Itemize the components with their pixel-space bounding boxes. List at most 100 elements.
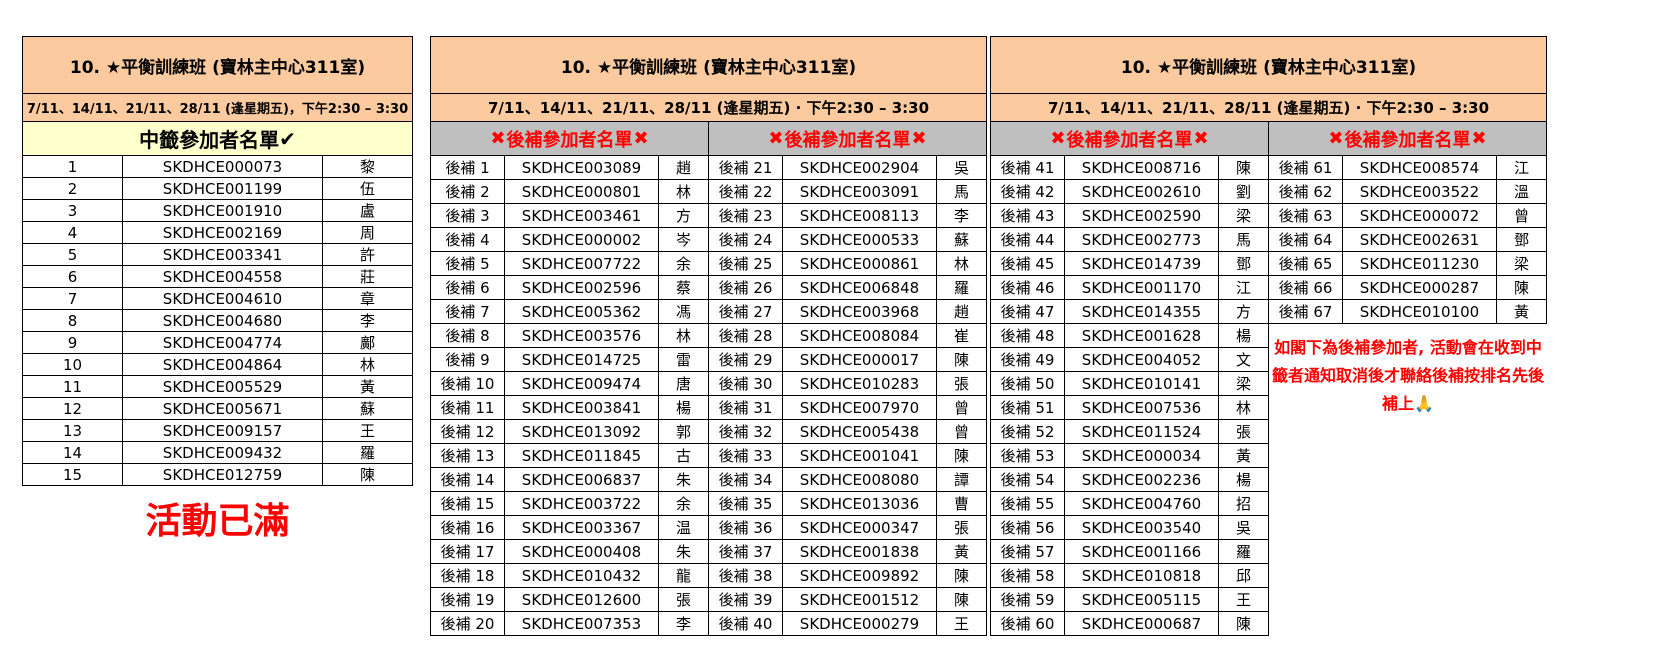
surname-cell: 馬 [937,180,987,204]
waitlist-rank-cell: 後補 62 [1269,180,1343,204]
waitlist-row: 後補 45 SKDHCE014739 鄧 [991,252,1269,276]
surname-cell: 江 [1497,156,1547,180]
code-cell: SKDHCE002631 [1343,228,1497,252]
surname-cell: 蔡 [659,276,709,300]
winner-row: 2 SKDHCE001199 伍 [23,178,413,200]
waitlist-row: 後補 3 SKDHCE003461 方 [431,204,709,228]
surname-cell: 吳 [1219,516,1269,540]
waitlist-row: 後補 16 SKDHCE003367 温 [431,516,709,540]
surname-cell: 郭 [659,420,709,444]
waitlist-rank-cell: 後補 67 [1269,300,1343,324]
surname-cell: 張 [659,588,709,612]
code-cell: SKDHCE000861 [783,252,937,276]
code-cell: SKDHCE014739 [1065,252,1219,276]
waitlist-rank-cell: 後補 28 [709,324,783,348]
code-cell: SKDHCE007353 [505,612,659,636]
rank-cell: 9 [23,332,123,354]
surname-cell: 曹 [937,492,987,516]
code-cell: SKDHCE012759 [123,464,323,486]
waitlist-rank-cell: 後補 42 [991,180,1065,204]
waitlist-column-41-60: ✖ 後補參加者名單 ✖ 後補 41 SKDHCE008716 陳 後補 42 SKD… [991,122,1269,636]
waitlist-row: 後補 61 SKDHCE008574 江 [1269,156,1547,180]
cross-icon: ✖ [1471,128,1487,149]
waitlist-rank-cell: 後補 39 [709,588,783,612]
waitlist-table-41-67: 10. ★平衡訓練班 (寶林主中心311室) 7/11、14/11、21/11、… [990,36,1547,636]
waitlist-rank-cell: 後補 11 [431,396,505,420]
waitlist-rank-cell: 後補 54 [991,468,1065,492]
code-cell: SKDHCE010432 [505,564,659,588]
code-cell: SKDHCE001910 [123,200,323,222]
waitlist-row: 後補 49 SKDHCE004052 文 [991,348,1269,372]
waitlist-rank-cell: 後補 35 [709,492,783,516]
waitlist-row: 後補 58 SKDHCE010818 邱 [991,564,1269,588]
rank-cell: 15 [23,464,123,486]
winner-row: 6 SKDHCE004558 莊 [23,266,413,288]
code-cell: SKDHCE009157 [123,420,323,442]
winners-header: 中籤參加者名單 ✔ [23,122,413,156]
code-cell: SKDHCE014725 [505,348,659,372]
surname-cell: 羅 [323,442,413,464]
surname-cell: 鄧 [1497,228,1547,252]
waitlist-row: 後補 67 SKDHCE010100 黃 [1269,300,1547,324]
code-cell: SKDHCE002904 [783,156,937,180]
surname-cell: 黃 [1497,300,1547,324]
waitlist-row: 後補 52 SKDHCE011524 張 [991,420,1269,444]
code-cell: SKDHCE007536 [1065,396,1219,420]
code-cell: SKDHCE014355 [1065,300,1219,324]
surname-cell: 唐 [659,372,709,396]
code-cell: SKDHCE009432 [123,442,323,464]
waitlist-row: 後補 27 SKDHCE003968 趙 [709,300,987,324]
waitlist-row: 後補 26 SKDHCE006848 羅 [709,276,987,300]
waitlist-row: 後補 17 SKDHCE000408 朱 [431,540,709,564]
surname-cell: 梁 [1497,252,1547,276]
waitlist-rows: 後補 61 SKDHCE008574 江 後補 62 SKDHCE003522 … [1269,156,1547,324]
code-cell: SKDHCE001628 [1065,324,1219,348]
surname-cell: 林 [659,180,709,204]
waitlist-row: 後補 42 SKDHCE002610 劉 [991,180,1269,204]
waitlist-row: 後補 23 SKDHCE008113 李 [709,204,987,228]
waitlist-header: ✖ 後補參加者名單 ✖ [431,122,709,156]
rank-cell: 8 [23,310,123,332]
surname-cell: 李 [937,204,987,228]
rank-cell: 2 [23,178,123,200]
surname-cell: 梁 [1219,372,1269,396]
rank-cell: 4 [23,222,123,244]
surname-cell: 趙 [659,156,709,180]
waitlist-rank-cell: 後補 26 [709,276,783,300]
waitlist-rank-cell: 後補 45 [991,252,1065,276]
waitlist-row: 後補 41 SKDHCE008716 陳 [991,156,1269,180]
cross-icon: ✖ [1050,128,1066,149]
rank-cell: 11 [23,376,123,398]
code-cell: SKDHCE005671 [123,398,323,420]
waitlist-row: 後補 24 SKDHCE000533 蘇 [709,228,987,252]
code-cell: SKDHCE010141 [1065,372,1219,396]
surname-cell: 楊 [659,396,709,420]
class-schedule: 7/11、14/11、21/11、28/11 (逢星期五) · 下午2:30 –… [431,94,987,122]
waitlist-rank-cell: 後補 2 [431,180,505,204]
code-cell: SKDHCE003089 [505,156,659,180]
surname-cell: 黃 [323,376,413,398]
waitlist-rank-cell: 後補 29 [709,348,783,372]
winner-row: 13 SKDHCE009157 王 [23,420,413,442]
waitlist-notice-text: 如閣下為後補參加者, 活動會在收到中籤者通知取消後才聯絡後補按排名先後補上 [1271,338,1544,413]
winner-row: 3 SKDHCE001910 盧 [23,200,413,222]
waitlist-row: 後補 62 SKDHCE003522 溫 [1269,180,1547,204]
waitlist-row: 後補 18 SKDHCE010432 龍 [431,564,709,588]
activity-full-notice: 活動已滿 [145,501,290,542]
code-cell: SKDHCE002590 [1065,204,1219,228]
waitlist-row: 後補 38 SKDHCE009892 陳 [709,564,987,588]
waitlist-rank-cell: 後補 47 [991,300,1065,324]
code-cell: SKDHCE005115 [1065,588,1219,612]
code-cell: SKDHCE008080 [783,468,937,492]
surname-cell: 林 [1219,396,1269,420]
waitlist-rank-cell: 後補 19 [431,588,505,612]
surname-cell: 伍 [323,178,413,200]
waitlist-rank-cell: 後補 30 [709,372,783,396]
surname-cell: 陳 [937,444,987,468]
surname-cell: 陳 [1219,612,1269,636]
waitlist-rank-cell: 後補 5 [431,252,505,276]
surname-cell: 招 [1219,492,1269,516]
code-cell: SKDHCE008574 [1343,156,1497,180]
rank-cell: 6 [23,266,123,288]
waitlist-row: 後補 22 SKDHCE003091 馬 [709,180,987,204]
